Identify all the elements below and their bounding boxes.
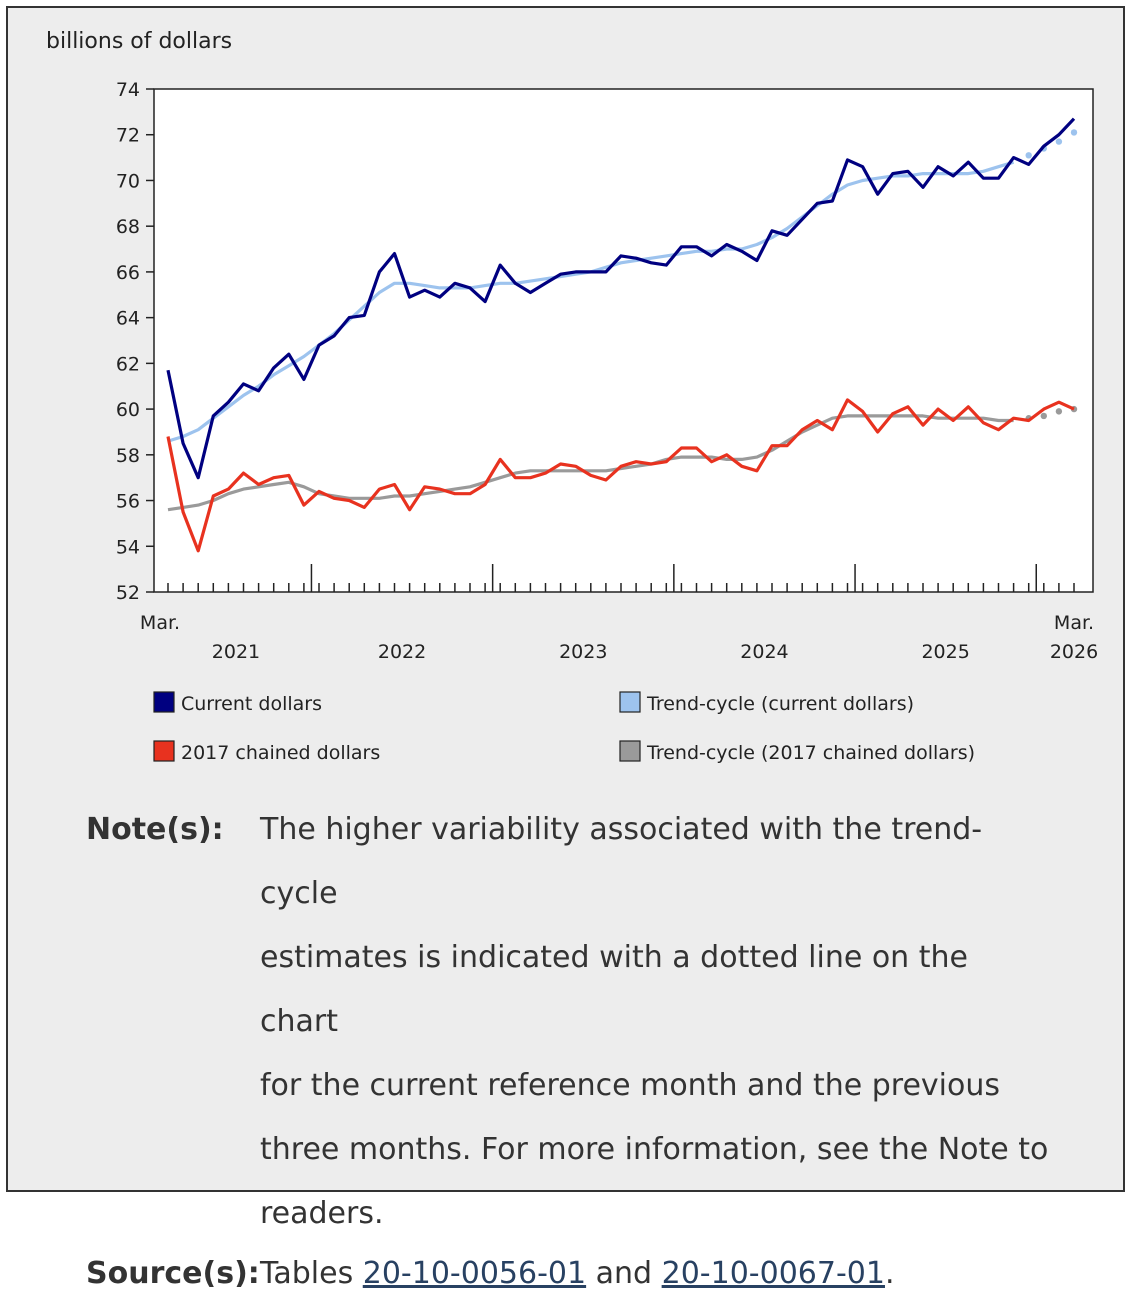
notes-section: Note(s): The higher variability associat… xyxy=(86,798,1106,1306)
note-line: estimates is indicated with a dotted lin… xyxy=(260,940,968,1039)
y-tick-label: 54 xyxy=(116,536,140,558)
chart-frame: billions of dollars 52 54 56 58 60 62 64 66 68 70… xyxy=(6,6,1125,1291)
note-line: for the current reference month and the … xyxy=(260,1068,1001,1103)
series-dot-trend-cycle-2017-chained-dollars xyxy=(1040,412,1048,420)
source-link-table-2[interactable]: 20-10-0067-01 xyxy=(661,1256,885,1291)
y-tick-label: 72 xyxy=(116,125,140,147)
y-tick-label: 58 xyxy=(116,445,140,467)
note-text: The higher variability associated with t… xyxy=(260,798,1050,1246)
note-row: Note(s): The higher variability associat… xyxy=(86,798,1106,1246)
x-end-month-label: Mar. xyxy=(1054,612,1094,634)
y-tick-label: 74 xyxy=(116,79,140,101)
series-line-2017-chained-dollars xyxy=(166,398,1075,553)
y-tick-label: 56 xyxy=(116,491,140,513)
y-tick-label: 64 xyxy=(116,308,140,330)
series-layer xyxy=(166,117,1078,553)
source-heading: Source(s): xyxy=(86,1256,260,1291)
legend-swatch-trend-cycle-current-dollars xyxy=(619,691,641,713)
x-start-month-label: Mar. xyxy=(140,612,180,634)
x-year-label: 2022 xyxy=(378,641,426,663)
series-line-current-dollars xyxy=(166,117,1076,480)
source-text: Tables 20-10-0056-01 and 20-10-0067-01. xyxy=(260,1242,895,1306)
x-year-label: 2025 xyxy=(921,641,969,663)
x-axis: 2021 2022 2023 2024 2025 Mar. Mar. 2026 xyxy=(140,564,1098,663)
series-dot-trend-cycle-current-dollars xyxy=(1070,129,1078,136)
legend-label-current-dollars: Current dollars xyxy=(181,693,322,715)
note-line: The higher variability associated with t… xyxy=(260,812,983,911)
chart: billions of dollars 52 54 56 58 60 62 64 66 68 70… xyxy=(46,29,1098,764)
y-tick-label: 60 xyxy=(116,399,140,421)
y-tick-label: 52 xyxy=(116,582,140,604)
y-tick-label: 66 xyxy=(116,262,140,284)
y-tick-label: 68 xyxy=(116,216,140,238)
series-dot-trend-cycle-current-dollars xyxy=(1025,152,1032,159)
series-dot-trend-cycle-current-dollars xyxy=(1055,138,1063,145)
source-link-table-1[interactable]: 20-10-0056-01 xyxy=(362,1256,587,1291)
x-year-label: 2023 xyxy=(559,641,607,663)
source-between: and xyxy=(586,1256,662,1291)
x-year-label: 2024 xyxy=(740,641,788,663)
legend-label-trend-cycle-current-dollars: Trend-cycle (current dollars) xyxy=(646,693,914,715)
legend-swatch-current-dollars xyxy=(153,691,175,713)
note-heading: Note(s): xyxy=(86,812,224,847)
series-line-trend-cycle-2017-chained-dollars xyxy=(167,414,1014,512)
series-dot-trend-cycle-2017-chained-dollars xyxy=(1055,408,1063,415)
y-tick-label: 62 xyxy=(116,353,140,375)
note-line: three months. For more information, see … xyxy=(260,1132,1049,1167)
plot-area xyxy=(153,88,1094,593)
x-year-label: 2021 xyxy=(212,641,260,663)
x-end-year-label: 2026 xyxy=(1050,641,1098,663)
y-tick-label: 70 xyxy=(116,170,140,192)
legend: Current dollars Trend-cycle (current doll… xyxy=(153,691,975,764)
y-axis-title: billions of dollars xyxy=(46,29,232,54)
y-axis: 52 54 56 58 60 62 64 66 68 70 72 74 xyxy=(116,79,154,604)
legend-swatch-2017-chained-dollars xyxy=(153,740,175,762)
legend-swatch-trend-cycle-2017-chained-dollars xyxy=(619,740,641,762)
source-row: Source(s): Tables 20-10-0056-01 and 20-1… xyxy=(86,1242,1106,1306)
source-suffix: . xyxy=(884,1256,895,1291)
note-line: readers. xyxy=(260,1196,384,1231)
source-prefix: Tables xyxy=(260,1256,363,1291)
legend-label-trend-cycle-2017-chained-dollars: Trend-cycle (2017 chained dollars) xyxy=(646,742,975,764)
legend-label-2017-chained-dollars: 2017 chained dollars xyxy=(181,742,380,764)
